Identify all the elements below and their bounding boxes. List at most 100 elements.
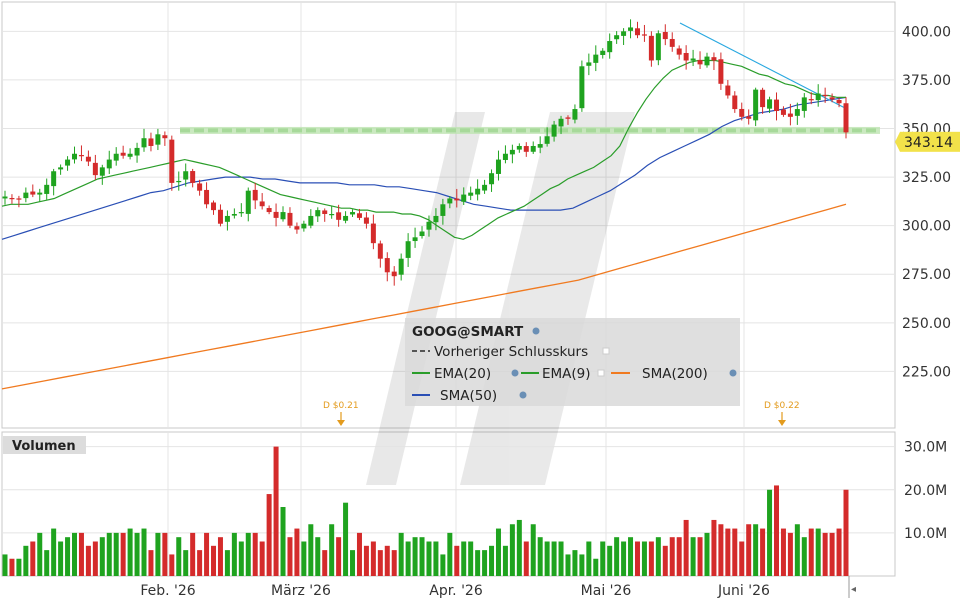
candle — [308, 209, 314, 229]
dividend-marker-1[interactable]: D $0.21 — [323, 401, 359, 426]
price-axis: 225.00250.00275.00300.00325.00350.00375.… — [902, 24, 951, 380]
candle — [336, 204, 342, 227]
candle — [454, 188, 460, 208]
candle — [398, 253, 404, 281]
candle — [572, 104, 578, 124]
candle — [648, 31, 654, 67]
time-tick-label: Apr. '26 — [429, 583, 483, 599]
candle — [655, 30, 661, 66]
volume-bar — [475, 550, 481, 576]
volume-bar — [336, 537, 342, 576]
scroll-arrow-icon[interactable]: ◂ — [851, 584, 856, 595]
legend-sma50-settings-icon[interactable] — [519, 391, 527, 399]
volume-bar — [398, 532, 404, 576]
volume-bar — [509, 524, 515, 576]
volume-bar — [363, 545, 369, 576]
volume-tick-label: 30.0M — [904, 440, 947, 456]
candle — [836, 97, 842, 108]
volume-bar — [461, 541, 467, 576]
volume-bar — [426, 541, 432, 576]
volume-bar — [704, 532, 710, 576]
last-price-label: 343.14 — [895, 131, 960, 152]
legend-title: GOOG@SMART — [412, 324, 524, 340]
candle — [58, 164, 64, 175]
candle — [266, 205, 272, 215]
volume-bar — [85, 545, 91, 576]
candle — [280, 206, 286, 222]
candle — [822, 87, 828, 103]
candle — [787, 103, 793, 126]
candle — [329, 206, 335, 219]
volume-bar — [343, 502, 349, 576]
volume-bar — [753, 524, 759, 576]
volume-bar — [593, 558, 599, 576]
volume-bar — [134, 532, 140, 576]
volume-bar — [794, 524, 800, 576]
candle — [412, 227, 418, 248]
volume-bar — [197, 550, 203, 576]
dividend-marker-2[interactable]: D $0.22 — [764, 401, 800, 426]
candle — [565, 115, 571, 125]
candle — [204, 182, 210, 209]
candle — [294, 222, 300, 234]
candle — [697, 51, 703, 69]
volume-bar — [808, 528, 814, 576]
candle — [614, 31, 620, 44]
volume-bar — [447, 532, 453, 576]
candle — [44, 178, 50, 200]
candle — [197, 179, 203, 196]
volume-bar — [377, 550, 383, 576]
volume-bar — [204, 532, 210, 576]
volume-bar — [2, 554, 8, 576]
volume-bar — [44, 550, 50, 576]
legend-ema20-settings-icon[interactable] — [511, 369, 519, 377]
volume-bar — [690, 537, 696, 576]
price-tick-label: 300.00 — [902, 219, 951, 235]
time-axis: Feb. '26 März '26 Apr. '26 Mai '26 Juni '26 — [140, 583, 770, 599]
volume-bar — [224, 550, 230, 576]
sma200-line — [1, 203, 847, 390]
candle — [72, 146, 78, 164]
volume-bar — [621, 541, 627, 576]
volume-bar — [628, 537, 634, 576]
volume-bar — [655, 537, 661, 576]
volume-bar — [544, 541, 550, 576]
candle — [78, 145, 84, 162]
candle — [301, 220, 307, 232]
volume-bar — [65, 537, 71, 576]
legend-sma200-settings-icon[interactable] — [729, 369, 737, 377]
candle — [113, 147, 119, 166]
volume-bar — [113, 532, 119, 576]
volume-axis: 10.0M 20.0M 30.0M — [904, 440, 947, 542]
candle — [419, 226, 425, 239]
candle — [516, 143, 522, 153]
candle — [9, 194, 15, 204]
candle — [162, 131, 168, 146]
candle — [287, 207, 293, 229]
candle — [530, 141, 536, 154]
volume-bar — [495, 528, 501, 576]
candle — [85, 150, 91, 167]
legend[interactable]: GOOG@SMART Vorheriger Schlusskurs EMA(20… — [405, 318, 740, 406]
candle — [704, 52, 710, 68]
volume-bar — [787, 532, 793, 576]
volume-bar — [23, 545, 29, 576]
volume-bar — [739, 541, 745, 576]
volume-bar — [669, 537, 675, 576]
volume-bar — [301, 541, 307, 576]
candle — [801, 93, 807, 118]
candle — [176, 171, 182, 191]
candles — [2, 19, 849, 286]
volume-bars — [2, 446, 849, 576]
volume-bar — [614, 537, 620, 576]
volume-bar — [245, 532, 251, 576]
candle — [475, 179, 481, 201]
candle — [405, 233, 411, 267]
candle — [238, 203, 244, 217]
legend-settings-icon[interactable] — [532, 327, 540, 335]
volume-bar — [391, 550, 397, 576]
candle — [544, 127, 550, 147]
volume-bar — [217, 537, 223, 576]
volume-bar — [280, 507, 286, 576]
